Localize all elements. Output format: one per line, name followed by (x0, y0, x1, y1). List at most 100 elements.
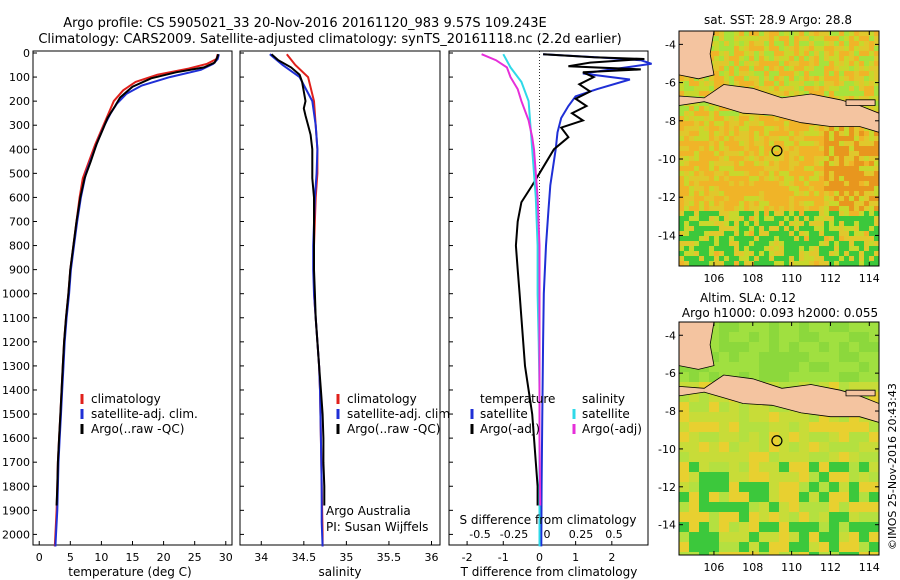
map-cell (754, 71, 759, 76)
map-x-tick-label: 108 (742, 561, 763, 574)
map-cell (789, 352, 799, 362)
map-cell (764, 141, 769, 146)
map-cell (779, 76, 784, 81)
map-cell (699, 251, 704, 256)
map-cell (739, 166, 744, 171)
map-cell (704, 251, 709, 256)
map-cell (689, 76, 694, 81)
map-cell (859, 206, 864, 211)
map-cell (714, 86, 719, 91)
map-cell (759, 412, 769, 422)
map-cell (849, 136, 854, 141)
map-cell (859, 191, 864, 196)
map-cell (839, 171, 844, 176)
map-cell (799, 211, 804, 216)
map-cell (844, 231, 849, 236)
map-cell (829, 81, 834, 86)
map-cell (774, 156, 779, 161)
map-cell (749, 156, 754, 161)
map-cell (689, 452, 699, 462)
map-cell (689, 191, 694, 196)
map-cell (709, 46, 714, 51)
map-cell (794, 196, 799, 201)
map-cell (769, 126, 774, 131)
map-cell (829, 136, 834, 141)
map-cell (859, 256, 864, 261)
map-cell (874, 221, 879, 226)
map-cell (869, 166, 874, 171)
map-cell (859, 36, 864, 41)
map-cell (729, 432, 739, 442)
map-cell (814, 56, 819, 61)
land-madura (845, 389, 876, 397)
map-cell (739, 492, 749, 502)
map-cell (684, 196, 689, 201)
map-cell (869, 261, 874, 266)
map-cell (704, 81, 709, 86)
map-cell (869, 462, 879, 472)
map-cell (749, 552, 759, 555)
map-cell (684, 166, 689, 171)
map-cell (734, 241, 739, 246)
map-cell (814, 76, 819, 81)
map-cell (759, 141, 764, 146)
map-cell (684, 251, 689, 256)
map-cell (834, 216, 839, 221)
map-cell (699, 442, 709, 452)
map-cell (834, 91, 839, 96)
map-cell (759, 36, 764, 41)
map-cell (864, 96, 869, 101)
map-cell (754, 201, 759, 206)
map-cell (694, 131, 699, 136)
map-cell (849, 342, 859, 352)
map-cell (839, 226, 844, 231)
map-cell (709, 106, 714, 111)
sst-map-title: sat. SST: 28.9 Argo: 28.8 (704, 13, 852, 27)
map-cell (744, 116, 749, 121)
map-cell (774, 86, 779, 91)
map-cell (729, 532, 739, 542)
map-cell (744, 181, 749, 186)
map-cell (789, 482, 799, 492)
map-cell (699, 101, 704, 106)
map-cell (714, 181, 719, 186)
map-cell (819, 196, 824, 201)
map-cell (859, 522, 869, 532)
map-cell (854, 176, 859, 181)
map-cell (839, 166, 844, 171)
map-cell (849, 522, 859, 532)
map-cell (799, 236, 804, 241)
y-tick-label: 1600 (2, 432, 30, 445)
map-cell (784, 191, 789, 196)
map-cell (864, 181, 869, 186)
map-cell (739, 146, 744, 151)
map-cell (759, 166, 764, 171)
map-cell (824, 186, 829, 191)
map-y-tick-label: -8 (665, 405, 676, 418)
map-cell (759, 41, 764, 46)
map-cell (739, 141, 744, 146)
map-cell (869, 46, 874, 51)
map-cell (759, 171, 764, 176)
map-cell (754, 76, 759, 81)
map-cell (864, 81, 869, 86)
map-cell (709, 226, 714, 231)
map-cell (859, 151, 864, 156)
sla-map-title-line1: Altim. SLA: 0.12 (700, 291, 796, 305)
map-cell (819, 81, 824, 86)
map-cell (764, 176, 769, 181)
map-cell (824, 76, 829, 81)
map-cell (754, 176, 759, 181)
map-cell (789, 151, 794, 156)
map-cell (819, 66, 824, 71)
map-cell (784, 36, 789, 41)
map-cell (724, 51, 729, 56)
map-cell (779, 502, 789, 512)
map-cell (814, 41, 819, 46)
map-cell (809, 76, 814, 81)
map-cell (824, 216, 829, 221)
map-cell (714, 151, 719, 156)
map-cell (739, 196, 744, 201)
map-cell (794, 246, 799, 251)
map-y-tick-label: -14 (658, 519, 676, 532)
